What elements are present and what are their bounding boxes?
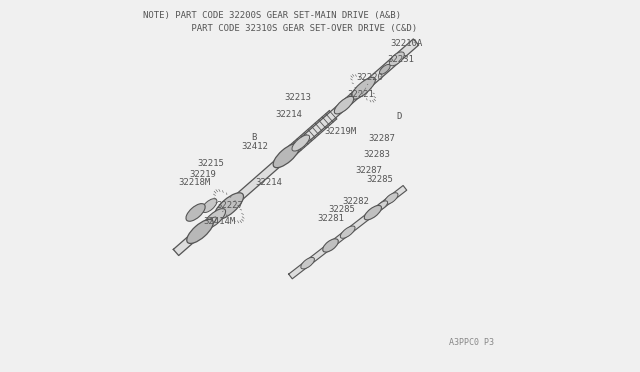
Text: B: B <box>251 133 256 142</box>
Ellipse shape <box>389 52 404 66</box>
Text: 32220: 32220 <box>356 73 383 81</box>
Text: NOTE) PART CODE 32200S GEAR SET-MAIN DRIVE (A&B): NOTE) PART CODE 32200S GEAR SET-MAIN DRI… <box>143 11 401 20</box>
Text: 32219: 32219 <box>189 170 216 179</box>
Ellipse shape <box>204 209 225 229</box>
Text: D: D <box>397 112 402 121</box>
Ellipse shape <box>198 217 216 233</box>
Text: 32283: 32283 <box>364 150 390 159</box>
Text: 32287: 32287 <box>355 166 382 175</box>
Text: PART CODE 32310S GEAR SET-OVER DRIVE (C&D): PART CODE 32310S GEAR SET-OVER DRIVE (C&… <box>143 23 417 32</box>
Text: 32282: 32282 <box>343 197 370 206</box>
Text: 32414M: 32414M <box>204 217 236 225</box>
Ellipse shape <box>340 226 355 238</box>
Ellipse shape <box>187 219 213 243</box>
Text: 32412: 32412 <box>241 142 268 151</box>
Text: 32210A: 32210A <box>390 39 423 48</box>
Ellipse shape <box>186 203 205 221</box>
Text: 32215: 32215 <box>197 158 224 168</box>
Text: 32218M: 32218M <box>179 178 211 187</box>
Text: 32219M: 32219M <box>324 127 356 136</box>
Ellipse shape <box>334 96 354 114</box>
Text: 32227: 32227 <box>216 201 243 210</box>
Ellipse shape <box>292 135 310 151</box>
Text: 32285: 32285 <box>366 175 393 184</box>
Polygon shape <box>173 39 419 256</box>
Text: 32221: 32221 <box>347 90 374 99</box>
Ellipse shape <box>351 77 376 99</box>
Ellipse shape <box>364 205 381 220</box>
Ellipse shape <box>273 144 300 168</box>
Text: 32285: 32285 <box>328 205 355 214</box>
Text: 32213: 32213 <box>284 93 311 102</box>
Ellipse shape <box>376 201 388 210</box>
Text: 32231: 32231 <box>387 55 414 64</box>
Ellipse shape <box>202 199 217 212</box>
Ellipse shape <box>323 239 339 252</box>
Ellipse shape <box>301 257 314 269</box>
Text: 32281: 32281 <box>317 214 344 223</box>
Ellipse shape <box>380 64 390 74</box>
Text: 32287: 32287 <box>369 134 396 143</box>
Text: 32214: 32214 <box>275 109 302 119</box>
Text: 32214: 32214 <box>255 178 282 187</box>
Text: A3PPC0 P3: A3PPC0 P3 <box>449 338 493 347</box>
Polygon shape <box>289 186 407 279</box>
Ellipse shape <box>385 193 398 204</box>
Ellipse shape <box>214 193 243 219</box>
